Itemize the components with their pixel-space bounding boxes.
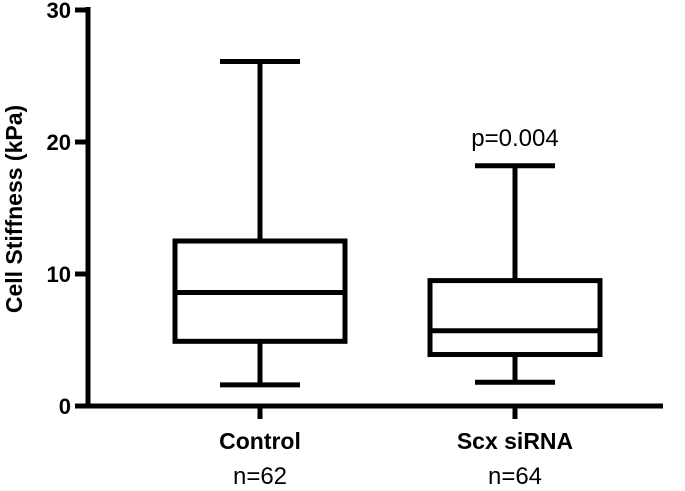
box-control [172,58,348,388]
y-tick-label: 30 [47,0,71,23]
y-tick-label: 0 [59,394,71,419]
box-scx-sirna [427,163,603,385]
sample-size-label: n=64 [488,463,542,490]
y-tick-label: 10 [47,262,71,287]
y-tick-label: 20 [47,130,71,155]
boxes: p=0.004 [172,58,603,388]
y-axis-label: Cell Stiffness (kPa) [1,105,27,313]
iqr-box [427,278,603,358]
x-tick-label: Control [219,428,301,454]
category-labels: Control n=62 Scx siRNA n=64 [219,428,573,490]
sample-size-label: n=62 [233,463,287,490]
x-tick-label: Scx siRNA [457,428,573,454]
p-value-annotation: p=0.004 [471,125,558,152]
axes: 0 10 20 30 [47,0,663,419]
